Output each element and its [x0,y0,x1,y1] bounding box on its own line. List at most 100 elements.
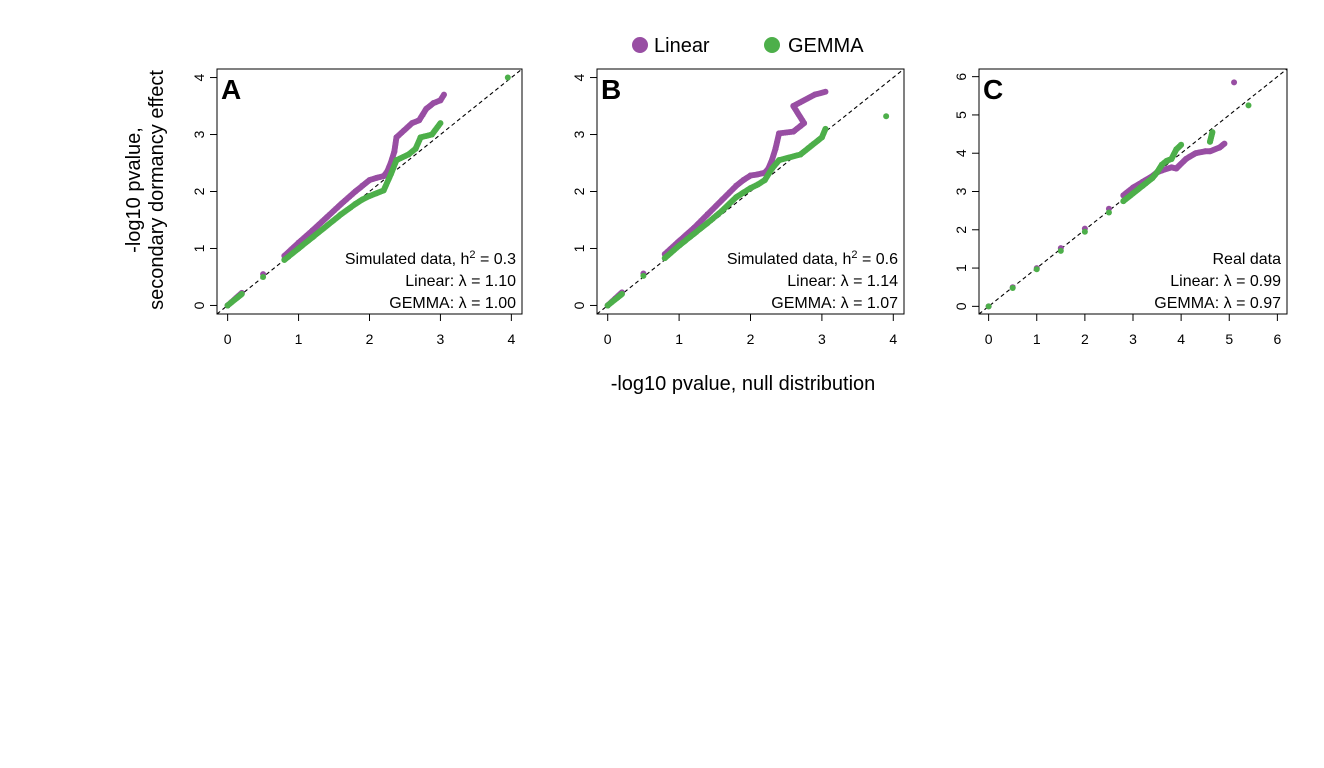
data-point [352,201,359,208]
panel-c: 0 1 2 3 4 5 6 0 1 2 3 4 5 6 C Real data Linear: λ = 0.99… [953,68,1288,347]
data-point [373,174,380,181]
data-point [309,227,316,234]
data-point [808,142,815,149]
data-point [1139,182,1146,189]
data-point [1216,144,1223,151]
x-tick-label-a: 0 [224,331,232,347]
data-point [1168,155,1175,162]
data-point [437,97,444,104]
data-point [704,219,711,226]
data-point [338,211,345,218]
data-point [761,177,768,184]
data-point [801,120,808,127]
y-tick-label-a: 2 [191,187,207,195]
annotation-title-b: Simulated data, h2 = 0.6 [727,249,898,268]
y-tick-label-a: 3 [191,130,207,138]
annotation-title-text: Real data [1213,251,1282,268]
data-point [754,181,761,188]
annotation-gemma-lambda-c: GEMMA: λ = 0.97 [1154,295,1281,312]
data-point [704,211,711,218]
y-tick-label-c: 4 [953,149,969,157]
data-point [504,74,511,81]
data-point [1158,161,1165,168]
data-point [409,120,416,127]
data-point [1033,266,1040,273]
series-gemma-c [985,102,1252,310]
x-tick-label-a: 4 [507,331,515,347]
data-point [359,196,366,203]
data-point [405,151,412,158]
data-point [661,255,668,262]
data-point [380,173,387,180]
y-tick-label-b: 2 [571,187,587,195]
y-tick-label-b: 0 [571,301,587,309]
annotation-gemma-lambda-a: GEMMA: λ = 1.00 [389,295,516,312]
panel-letter-a: A [221,74,241,105]
legend: Linear GEMMA [632,35,864,57]
data-point [1231,79,1238,86]
data-point [1173,165,1180,172]
annotation-title-c: Real data [1213,251,1282,268]
legend-label-linear: Linear [654,35,710,57]
x-tick-label-c: 4 [1177,331,1185,347]
data-point [822,88,829,95]
annotation-title-a: Simulated data, h2 = 0.3 [345,249,516,268]
y-tick-label-c: 1 [953,264,969,272]
panel-letter-c: C [983,74,1003,105]
legend-label-gemma: GEMMA [788,35,864,57]
reference-line-a [217,69,522,314]
data-point [797,151,804,158]
annotation-linear-lambda-a: Linear: λ = 1.10 [405,273,516,290]
data-point [733,182,740,189]
data-point [428,131,435,138]
y-axis-title-line1: -log10 pvalue, [123,127,145,253]
x-tick-label-c: 2 [1081,331,1089,347]
y-axis-title: -log10 pvalue, secondary dormancy effect [123,70,168,310]
data-point [224,302,231,309]
data-point [366,193,373,200]
data-point [768,157,775,164]
data-point [295,245,302,252]
data-point [740,177,747,184]
data-point [883,113,890,120]
data-point [1163,157,1170,164]
data-point [393,134,400,141]
y-tick-label-c: 5 [953,111,969,119]
data-point [811,91,818,98]
x-axis-title: -log10 pvalue, null distribution [611,373,876,395]
x-tick-label-c: 3 [1129,331,1137,347]
x-tick-label-b: 3 [818,331,826,347]
x-tick-label-b: 0 [604,331,612,347]
data-point [393,157,400,164]
y-tick-label-c: 2 [953,226,969,234]
data-point [359,182,366,189]
annotation-value: = 0.3 [476,251,517,268]
data-point [352,188,359,195]
y-axis-title-line2: secondary dormancy effect [146,70,168,310]
y-tick-label-c: 6 [953,73,969,81]
annotation-gemma-lambda-b: GEMMA: λ = 1.07 [771,295,898,312]
annotation-superscript: 2 [469,249,475,261]
panel-letter-b: B [601,74,621,105]
data-point [260,273,267,280]
data-point [718,197,725,204]
data-point [690,231,697,238]
data-point [1105,209,1112,216]
annotation-title-text: Simulated data, h [727,251,852,268]
data-point [323,214,330,221]
annotation-superscript: 2 [851,249,857,261]
data-point [640,272,647,279]
data-point [1057,247,1064,254]
data-point [1207,148,1213,155]
data-point [604,302,611,309]
annotation-title-text: Simulated data, h [345,251,470,268]
data-point [1173,146,1180,153]
x-tick-label-b: 4 [889,331,897,347]
data-point [618,291,625,298]
data-point [718,207,725,214]
data-point [754,171,761,178]
data-point [1207,138,1213,145]
data-point [430,100,437,107]
y-tick-label-c: 3 [953,187,969,195]
